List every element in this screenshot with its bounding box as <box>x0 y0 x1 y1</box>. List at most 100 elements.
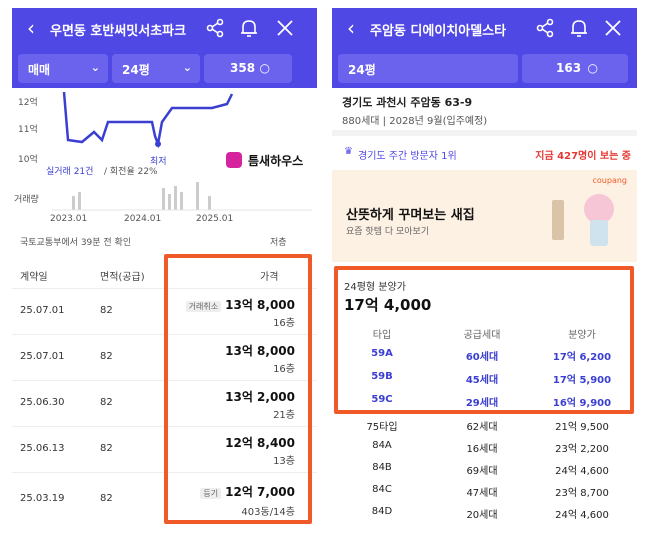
filter-bar: 매매 ⌄ 24평 ⌄ 358 ○ <box>12 50 317 88</box>
share-icon[interactable] <box>204 17 226 39</box>
page-title: 우면동 호반써밋서초파크 <box>50 24 187 39</box>
row-price: 21억 9,500 <box>555 422 609 433</box>
page-title: 주암동 디에이치아델스타 <box>370 24 507 39</box>
instagram-icon <box>226 152 242 168</box>
registered-tag: 등기 <box>200 488 222 499</box>
row-price: 23억 8,700 <box>555 488 609 499</box>
vase-image <box>590 220 608 246</box>
ad-title: 산뜻하게 꾸며보는 새집 <box>346 208 475 223</box>
share-icon[interactable] <box>534 17 556 39</box>
row-households: 29세대 <box>465 398 499 409</box>
col-price: 분양가 <box>568 330 596 341</box>
viewers-count: 지금 427명이 보는 중 <box>535 151 631 162</box>
row-type: 84D <box>371 506 393 517</box>
price-line <box>52 92 312 211</box>
row-date: 25.07.01 <box>20 305 65 316</box>
row-households: 47세대 <box>466 488 498 499</box>
comment-count: 163 <box>556 61 582 75</box>
row-floor: 16층 <box>273 318 295 329</box>
ad-subtitle: 요즘 핫템 다 모아보기 <box>346 227 430 237</box>
chevron-down-icon: ⌄ <box>182 61 192 74</box>
row-price: 12억 7,000 <box>225 485 295 499</box>
complex-info: 880세대 | 2028년 9월(입주예정) <box>342 116 488 127</box>
row-households: 20세대 <box>466 510 498 521</box>
back-arrow-icon[interactable]: ‹ <box>27 16 35 40</box>
row-price: 17억 6,200 <box>552 352 612 363</box>
row-price: 24억 4,600 <box>555 510 609 521</box>
size-select[interactable]: 24평 ⌄ <box>112 54 200 83</box>
size-select[interactable]: 24평 <box>338 54 518 83</box>
row-price: 13억 2,000 <box>225 390 295 404</box>
left-screen: ‹ 우면동 호반써밋서초파크 매매 ⌄ 24평 ⌄ 358 <box>12 8 317 536</box>
flower-image <box>584 194 614 224</box>
comment-count-button[interactable]: 358 ○ <box>204 54 292 83</box>
sale-price: 17억 4,000 <box>344 296 432 314</box>
divider <box>332 130 637 136</box>
col-households: 공급세대 <box>463 330 501 341</box>
x-tick: 2025.01 <box>196 214 234 224</box>
col-price[interactable]: 가격 <box>260 272 279 283</box>
col-area[interactable]: 면적(공급) <box>100 272 145 283</box>
bell-icon[interactable] <box>568 17 590 39</box>
row-area: 82 <box>100 493 113 504</box>
low-point[interactable] <box>155 141 161 147</box>
row-type: 84C <box>372 484 392 495</box>
row-type: 75타입 <box>366 422 398 433</box>
ad-banner[interactable]: coupang 산뜻하게 꾸며보는 새집 요즘 핫템 다 모아보기 <box>332 170 637 262</box>
row-area: 82 <box>100 351 113 362</box>
y-tick: 12억 <box>18 98 38 108</box>
trade-type-label: 매매 <box>28 63 51 77</box>
row-type: 59A <box>371 348 393 359</box>
price-chart: 12억 11억 10억 실거래 21건 / 회전율 22% 최저 거래량 202… <box>12 92 317 228</box>
highlight-box <box>164 254 312 524</box>
row-price: 13억 8,000 <box>225 298 295 312</box>
right-top-bar: ‹ 주암동 디에이치아델스타 <box>332 8 637 50</box>
row-type: 59B <box>371 371 393 382</box>
close-icon[interactable] <box>274 17 296 39</box>
row-floor: 403동/14층 <box>241 507 295 518</box>
size-label: 24평 <box>122 63 150 77</box>
row-price: 16억 9,900 <box>552 398 612 409</box>
visitor-banner[interactable]: ♛ 경기도 주간 방문자 1위 지금 427명이 보는 중 <box>332 140 637 166</box>
row-area: 82 <box>100 443 113 454</box>
row-price: 12억 8,400 <box>225 436 295 450</box>
trade-count: 실거래 21건 <box>46 167 94 177</box>
comment-bubble-icon: ○ <box>259 61 270 75</box>
row-households: 62세대 <box>466 422 498 433</box>
left-top-bar: ‹ 우면동 호반써밋서초파크 <box>12 8 317 50</box>
row-date: 25.03.19 <box>20 493 65 504</box>
comment-count: 358 <box>230 61 256 75</box>
address: 경기도 과천시 주암동 63-9 <box>342 96 473 109</box>
visitor-rank: 경기도 주간 방문자 1위 <box>358 151 457 162</box>
sale-label: 24평형 분양가 <box>344 282 406 293</box>
close-icon[interactable] <box>602 17 624 39</box>
crown-icon: ♛ <box>344 146 353 157</box>
row-type: 59C <box>371 394 393 405</box>
bell-icon[interactable] <box>238 17 260 39</box>
volume-label: 거래량 <box>14 195 39 205</box>
comment-bubble-icon: ○ <box>587 61 598 75</box>
row-area: 82 <box>100 397 113 408</box>
row-area: 82 <box>100 305 113 316</box>
y-tick: 11억 <box>18 125 38 135</box>
trade-type-select[interactable]: 매매 ⌄ <box>18 54 108 83</box>
x-tick: 2024.01 <box>124 214 162 224</box>
recovery-rate: / 회전율 22% <box>104 167 158 177</box>
diffuser-image <box>552 200 564 240</box>
filter-bar: 24평 163 ○ <box>332 50 637 88</box>
y-tick: 10억 <box>18 155 38 165</box>
cancel-tag: 거래취소 <box>185 301 222 312</box>
back-arrow-icon[interactable]: ‹ <box>347 16 355 40</box>
row-households: 69세대 <box>466 466 498 477</box>
row-type: 84A <box>372 440 392 451</box>
ad-brand: coupang <box>592 176 628 185</box>
comment-count-button[interactable]: 163 ○ <box>522 54 628 83</box>
row-households: 45세대 <box>465 375 499 386</box>
row-households: 16세대 <box>466 444 498 455</box>
row-price: 17억 5,900 <box>552 375 612 386</box>
highlight-box <box>334 266 634 414</box>
row-households: 60세대 <box>465 352 499 363</box>
row-floor: 21층 <box>273 410 295 421</box>
row-date: 25.06.30 <box>20 397 65 408</box>
row-floor: 16층 <box>273 364 295 375</box>
